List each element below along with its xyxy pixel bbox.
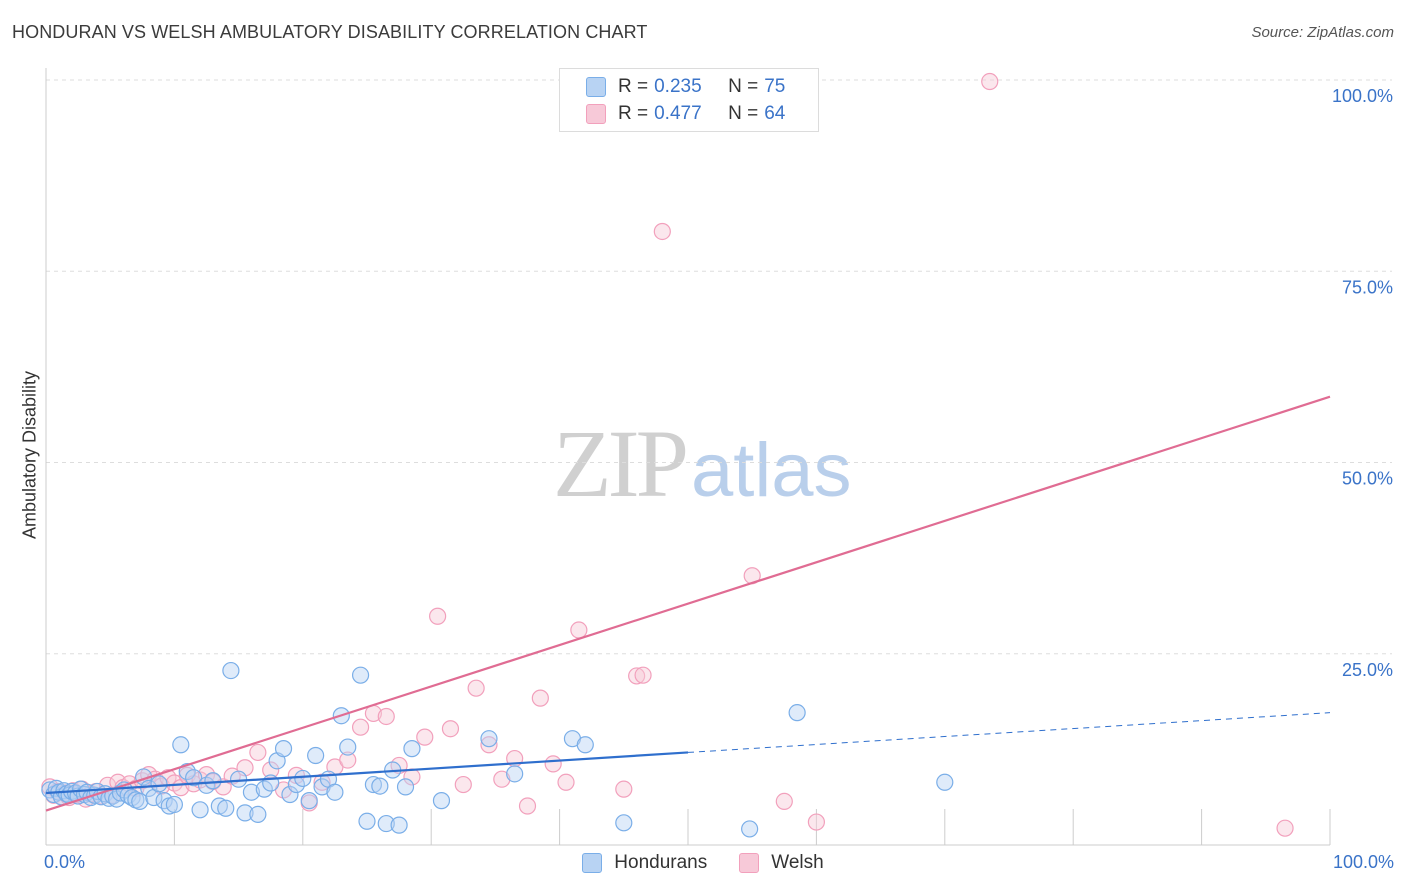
hondurans-point: [191, 801, 209, 819]
y-tick-label: 25.0%: [1342, 660, 1393, 680]
welsh-point: [339, 751, 357, 769]
n-value: 75: [764, 76, 786, 97]
hondurans-point: [150, 775, 168, 793]
hondurans-point: [300, 792, 318, 810]
watermark: ZIPatlas: [553, 408, 852, 519]
y-tick-label: 75.0%: [1342, 277, 1393, 297]
hondurans-point: [351, 666, 370, 684]
welsh-trendline: [45, 395, 1331, 812]
hondurans-point: [396, 778, 415, 796]
legend-label-welsh: Welsh: [771, 852, 824, 873]
hondurans-point: [236, 804, 254, 822]
hondurans-point: [576, 736, 594, 754]
hondurans-point: [936, 773, 954, 791]
y-tick-label: 100.0%: [1332, 86, 1393, 106]
hondurans-point: [788, 704, 806, 722]
welsh-point: [653, 222, 671, 241]
hondurans-point: [217, 799, 235, 817]
hondurans-point: [358, 812, 376, 830]
legend-item-welsh[interactable]: Welsh: [739, 852, 824, 874]
n-label: N =: [728, 103, 759, 124]
welsh-point: [570, 621, 588, 639]
welsh-point: [615, 780, 633, 798]
hondurans-point: [281, 785, 299, 804]
r-value: 0.477: [654, 103, 702, 124]
hondurans-point: [274, 740, 293, 758]
welsh-point: [429, 607, 447, 625]
chart-title: HONDURAN VS WELSH AMBULATORY DISABILITY …: [12, 22, 648, 42]
hondurans-trendline: [45, 751, 689, 795]
hondurans-point: [255, 780, 273, 798]
hondurans-point: [249, 805, 267, 824]
welsh-point: [377, 707, 395, 726]
hondurans-point: [165, 795, 183, 814]
welsh-point: [441, 720, 460, 738]
r-label: R =: [618, 103, 649, 124]
hondurans-point: [403, 740, 421, 758]
welsh-point: [416, 728, 434, 746]
hondurans-point: [432, 792, 451, 810]
welsh-point: [351, 718, 370, 736]
watermark-zip: ZIP: [553, 410, 689, 517]
hondurans-point: [294, 769, 312, 788]
welsh-point: [454, 775, 472, 794]
n-value: 64: [764, 103, 786, 124]
r-label: R =: [618, 76, 649, 97]
hondurans-point: [185, 769, 203, 787]
hondurans-point: [377, 814, 395, 833]
hondurans-trendline-extension: [687, 712, 1331, 753]
welsh-point: [775, 792, 793, 810]
series-legend: Hondurans Welsh: [0, 852, 1406, 874]
correlation-legend: R = 0.235 N = 75 R = 0.477 N = 64: [559, 68, 819, 132]
welsh-swatch: [739, 853, 760, 873]
welsh-point: [531, 689, 549, 707]
n-label: N =: [728, 76, 759, 97]
hondurans-point: [390, 816, 408, 834]
r-value: 0.235: [654, 76, 702, 97]
source-label: Source: ZipAtlas.com: [1251, 24, 1394, 41]
welsh-point: [544, 755, 562, 773]
welsh-point: [467, 679, 485, 697]
x-tick-label-min: 0.0%: [44, 852, 86, 872]
hondurans-point: [506, 765, 524, 783]
hondurans-point: [222, 661, 240, 680]
welsh-point: [518, 797, 537, 815]
legend-row-welsh: R = 0.477 N = 64: [586, 102, 785, 126]
hondurans-point: [131, 792, 149, 810]
x-tick-label-max: 100.0%: [1332, 852, 1394, 872]
hondurans-point: [339, 738, 357, 756]
welsh-point: [981, 72, 999, 91]
welsh-point: [480, 736, 498, 754]
watermark-atlas: atlas: [691, 428, 852, 513]
hondurans-point: [480, 730, 498, 748]
hondurans-point: [230, 770, 248, 788]
welsh-point: [493, 770, 511, 788]
legend-label-hondurans: Hondurans: [614, 852, 708, 873]
hondurans-point: [741, 820, 759, 838]
welsh-point: [634, 666, 652, 684]
hondurans-point: [242, 783, 261, 801]
welsh-point: [807, 813, 826, 831]
hondurans-point: [307, 746, 325, 765]
hondurans-point: [326, 783, 344, 801]
hondurans-point: [178, 762, 196, 781]
welsh-point: [1276, 819, 1294, 837]
hondurans-swatch: [582, 853, 603, 873]
hondurans-point: [140, 779, 158, 797]
legend-row-hondurans: R = 0.235 N = 75: [586, 75, 785, 99]
hondurans-point: [204, 772, 222, 790]
hondurans-point: [615, 814, 633, 832]
welsh-point: [557, 773, 575, 791]
welsh-swatch: [586, 104, 606, 124]
welsh-point: [628, 667, 646, 685]
welsh-point: [249, 743, 267, 762]
hondurans-point: [172, 736, 190, 754]
hondurans-point: [371, 777, 389, 795]
hondurans-swatch: [586, 77, 606, 97]
y-axis-label: Ambulatory Disability: [19, 370, 40, 540]
hondurans-point: [364, 775, 383, 794]
y-tick-label: 50.0%: [1342, 469, 1393, 489]
legend-item-hondurans[interactable]: Hondurans: [582, 852, 707, 874]
